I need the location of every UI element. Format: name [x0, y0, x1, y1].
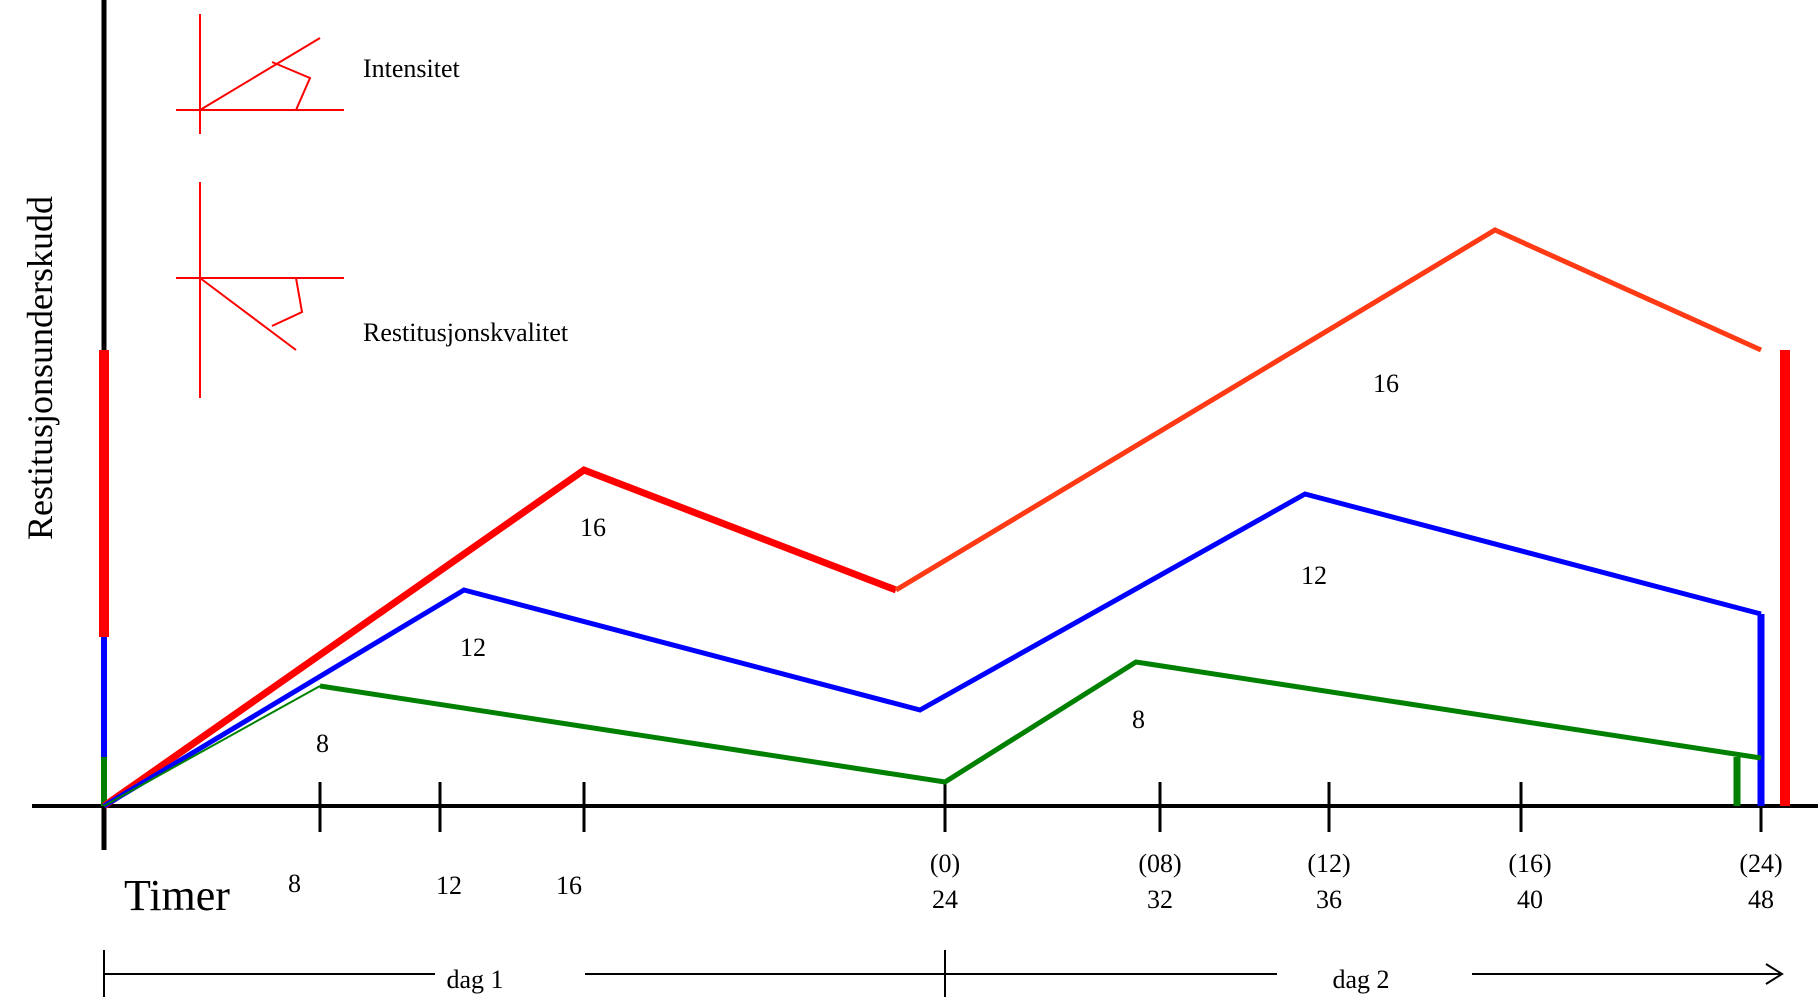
label-blue-day1: 12: [460, 633, 486, 662]
tick-label-16: 16: [556, 871, 582, 900]
red-curve-day1: [101, 466, 898, 809]
tick-label-8: 8: [288, 869, 301, 898]
day2-label: dag 2: [1332, 965, 1389, 994]
tick-label-48-total: 48: [1748, 885, 1774, 914]
tick-label-36-hours: (12): [1307, 849, 1350, 878]
label-red-day1: 16: [580, 513, 606, 542]
x-axis-title: Timer: [124, 871, 230, 920]
x-ticks: [318, 782, 1763, 832]
red-curve-day2: [894, 227, 1763, 593]
tick-label-40-total: 40: [1517, 885, 1543, 914]
tick-labels-day2: (0) 24 (08) 32 (12) 36 (16) 40 (24) 48: [930, 849, 1783, 914]
legend-intensity-label: Intensitet: [363, 54, 461, 83]
label-green-day1: 8: [316, 729, 329, 758]
intensity-symbol-icon: [176, 14, 344, 134]
tick-label-48-hours: (24): [1739, 849, 1782, 878]
tick-label-40-hours: (16): [1508, 849, 1551, 878]
tick-label-32-total: 32: [1147, 885, 1173, 914]
tick-label-36-total: 36: [1316, 885, 1342, 914]
y-axis-title: Restitusjonsunderskudd: [20, 196, 60, 540]
tick-label-32-hours: (08): [1138, 849, 1181, 878]
green-curve: [319, 659, 1762, 785]
quality-symbol-icon: [176, 182, 344, 398]
green-curve-start: [103, 685, 321, 807]
tick-label-12: 12: [436, 871, 462, 900]
day2-arrow-icon: [1765, 963, 1784, 985]
day1-label: dag 1: [446, 965, 503, 994]
label-green-day2: 8: [1132, 705, 1145, 734]
blue-curve: [102, 491, 1762, 809]
label-blue-day2: 12: [1301, 561, 1327, 590]
label-red-day2: 16: [1373, 369, 1399, 398]
legend-quality-label: Restitusjonskvalitet: [363, 318, 569, 347]
tick-label-24-hours: (0): [930, 849, 960, 878]
day-timeline: [103, 950, 1784, 997]
tick-label-24-total: 24: [932, 885, 958, 914]
